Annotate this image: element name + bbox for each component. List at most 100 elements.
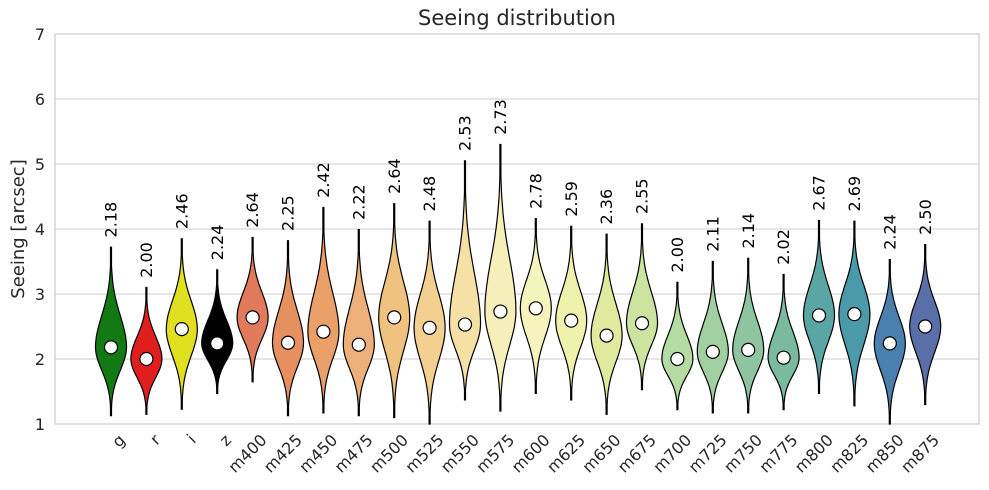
median-marker-m700 [670,351,685,367]
median-marker-z [210,336,225,351]
y-tick-label: 3 [35,285,45,304]
median-marker-m450 [316,324,331,339]
x-tick-label-m475: m475 [331,430,377,476]
median-label-m450: 2.42 [314,162,333,198]
x-tick-label-m850: m850 [862,430,908,476]
y-tick-label: 7 [35,25,45,44]
x-tick-label-m600: m600 [508,430,554,476]
y-tick-label: 1 [35,415,45,434]
median-label-m425: 2.25 [279,195,298,231]
violin-m700 [661,281,694,411]
violin-m475 [342,229,375,417]
violin-m650 [590,233,623,415]
median-label-m575: 2.73 [491,99,510,135]
x-tick-label-m725: m725 [685,430,731,476]
median-label-m725: 2.11 [703,216,722,252]
median-marker-m500 [387,310,402,325]
x-tick-label-m500: m500 [366,430,412,476]
median-marker-r [139,351,154,367]
violin-m425 [271,240,305,417]
median-marker-m675 [634,316,650,331]
x-tick-label-m650: m650 [578,430,624,476]
median-label-m700: 2.00 [668,237,687,273]
x-tick-label-m750: m750 [720,430,766,476]
x-tick-label-m575: m575 [472,430,518,476]
x-tick-label-m625: m625 [543,430,589,476]
median-label-m800: 2.67 [810,175,829,211]
x-tick-label-m525: m525 [401,430,447,476]
x-tick-label-m550: m550 [437,430,483,476]
plot-frame [54,33,980,425]
median-label-i: 2.46 [172,193,191,229]
median-marker-m750 [741,342,756,357]
median-label-m525: 2.48 [420,176,439,212]
median-marker-g [103,340,119,355]
violin-m625 [555,225,588,401]
median-label-m750: 2.14 [739,213,758,249]
median-label-m475: 2.22 [349,184,368,220]
violin-m450 [307,206,340,414]
median-marker-m625 [564,313,579,328]
median-marker-m475 [351,337,366,352]
x-tick-label-m800: m800 [791,430,837,476]
x-tick-label-m775: m775 [755,430,801,476]
median-label-m875: 2.50 [916,199,935,235]
violin-m775 [767,273,800,411]
y-axis-label: Seeing [arcsec] [8,159,29,298]
median-marker-m650 [599,328,614,343]
violin-z [201,269,234,394]
violin-g [94,246,128,417]
median-label-m550: 2.53 [456,115,475,151]
x-tick-label-m700: m700 [649,430,695,476]
median-label-m675: 2.55 [633,178,652,214]
x-tick-label-m675: m675 [614,430,660,476]
violin-m550 [448,160,482,401]
median-marker-m850 [882,336,897,351]
x-tick-label-m825: m825 [826,430,872,476]
median-marker-i [174,322,189,337]
violin-m800 [802,219,836,394]
y-axis-ticks: 1 2 3 4 5 6 7 [35,25,45,434]
median-label-m850: 2.24 [880,214,899,250]
median-marker-m775 [776,350,791,365]
median-label-m650: 2.36 [597,189,616,225]
median-marker-m425 [280,335,296,350]
x-tick-label-r: r [146,430,164,448]
x-tick-label-m400: m400 [224,430,270,476]
x-tick-label-m875: m875 [897,430,943,476]
y-tick-label: 2 [35,350,45,369]
median-label-m625: 2.59 [562,181,581,217]
median-marker-m800 [811,308,827,323]
median-label-r: 2.00 [137,242,156,278]
violin-m575 [484,143,517,412]
violin-m725 [696,260,729,414]
violin-r [130,286,163,415]
x-tick-label-z: z [216,430,235,449]
violin-m750 [732,257,765,414]
x-tick-label-m450: m450 [295,430,341,476]
median-marker-m725 [705,344,720,359]
median-label-m400: 2.64 [243,192,262,228]
median-label-m825: 2.69 [845,176,864,212]
y-tick-label: 4 [35,220,45,239]
median-marker-m875 [918,319,933,334]
violins [94,143,942,425]
median-annotations: 2.18 2.00 2.46 2.24 2.64 2.25 2.42 2.22 2.64 2.48… [102,99,935,278]
violin-m400 [236,236,269,383]
median-label-m775: 2.02 [774,229,793,265]
median-label-m600: 2.78 [526,173,545,209]
median-marker-m525 [422,320,437,335]
median-label-z: 2.24 [208,225,227,261]
x-tick-label-i: i [183,430,200,447]
violin-m675 [625,223,659,391]
x-axis-ticks: g r i zm400m425m450m475m500m525m550m575m600… [108,430,943,476]
median-marker-m550 [457,317,473,332]
y-tick-label: 6 [35,90,45,109]
median-label-m500: 2.64 [385,158,404,194]
x-tick-label-g: g [108,430,129,451]
chart-title: Seeing distribution [418,6,616,30]
x-tick-label-m425: m425 [260,430,306,476]
median-marker-m575 [493,304,508,319]
y-tick-label: 5 [35,155,45,174]
